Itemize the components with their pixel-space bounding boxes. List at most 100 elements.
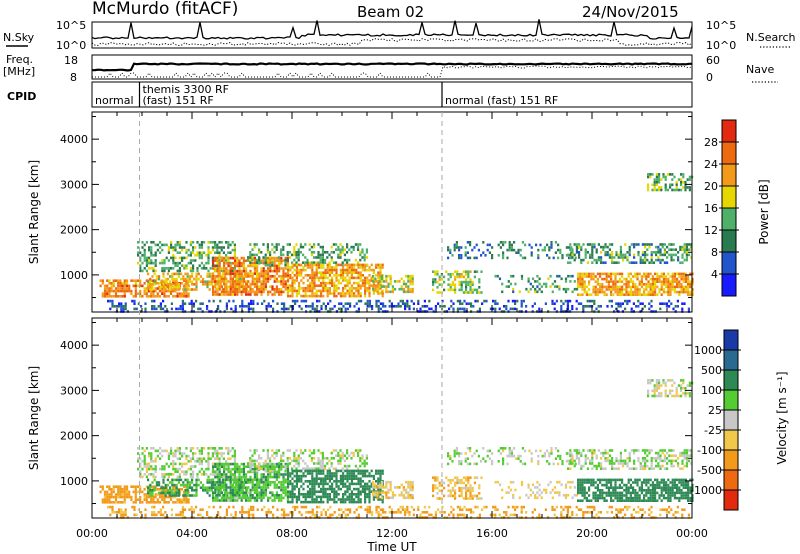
velocity-echo [227,462,230,466]
power-echo [448,307,451,311]
power-echo [378,280,381,283]
velocity-echo [348,472,351,475]
power-echo [223,262,226,265]
power-echo [298,289,301,293]
velocity-echo [223,499,226,502]
velocity-echo [460,492,463,495]
velocity-echo [162,478,165,482]
velocity-echo [121,488,124,491]
power-echo [640,280,643,283]
power-echo [253,253,256,257]
velocity-echo [342,485,345,488]
velocity-echo [300,474,303,478]
velocity-echo [466,462,469,466]
velocity-echo [149,494,152,497]
velocity-echo [200,460,203,463]
velocity-echo [223,486,226,489]
power-echo [330,256,333,259]
velocity-echo [229,478,232,481]
power-echo [655,180,658,184]
velocity-echo [236,488,239,492]
power-echo [412,302,415,305]
velocity-echo [202,486,205,489]
power-echo [655,258,658,262]
velocity-echo [181,462,184,466]
power-echo [375,289,378,293]
power-echo [161,243,164,247]
power-echo [348,258,351,262]
power-echo [247,256,250,259]
power-echo [569,253,572,257]
power-echo [214,243,217,247]
velocity-echo [295,485,298,488]
velocity-echo [101,501,104,504]
power-echo [553,280,557,283]
power-echo [690,243,693,246]
velocity-echo [249,459,252,463]
power-echo [251,256,254,259]
power-echo [181,248,184,252]
power-echo [137,246,140,249]
power-echo [151,305,154,308]
power-echo [331,281,334,285]
power-echo [651,277,654,281]
power-echo [150,295,153,298]
velocity-echo [304,467,307,470]
power-echo [284,285,287,288]
power-echo [154,243,157,247]
velocity-echo [236,496,239,500]
power-echo [260,275,263,278]
power-echo [134,292,137,295]
velocity-echo [245,478,248,481]
power-echo [573,243,576,246]
power-echo [151,283,154,286]
velocity-echo [240,468,243,471]
velocity-echo [326,462,329,465]
velocity-echo [108,501,111,504]
power-echo [331,307,334,311]
velocity-echo [348,474,351,478]
velocity-echo [200,457,203,460]
velocity-echo [324,477,327,480]
velocity-echo [225,486,228,489]
power-echo [163,289,166,293]
power-echo [599,272,602,276]
power-echo [304,243,307,246]
power-echo [264,258,267,262]
power-echo [176,295,179,298]
power-echo [284,282,287,286]
power-echo [558,285,561,288]
velocity-echo [134,490,137,494]
velocity-echo [370,490,373,493]
power-echo [638,283,641,286]
power-echo [309,289,312,293]
velocity-echo [150,454,153,458]
power-echo [555,299,558,303]
power-echo [219,299,222,303]
power-echo [434,307,437,311]
power-echo [355,302,358,305]
velocity-echo [460,486,463,490]
power-echo [315,266,318,269]
power-echo [285,307,288,311]
power-echo [588,305,591,308]
power-echo [251,280,254,283]
power-echo [689,272,692,276]
velocity-echo [335,495,338,499]
velocity-echo [407,493,410,497]
velocity-echo [377,477,380,480]
velocity-echo [359,498,362,501]
velocity-echo [231,478,234,481]
velocity-echo [165,473,168,476]
velocity-echo [200,452,203,455]
velocity-echo [350,477,353,480]
power-echo [249,264,252,268]
power-echo [256,277,259,281]
velocity-echo [293,480,296,483]
power-echo [456,273,459,276]
power-echo [434,280,437,284]
power-echo [608,243,611,246]
power-echo [670,243,673,246]
power-echo [147,289,151,293]
velocity-echo [174,470,177,473]
